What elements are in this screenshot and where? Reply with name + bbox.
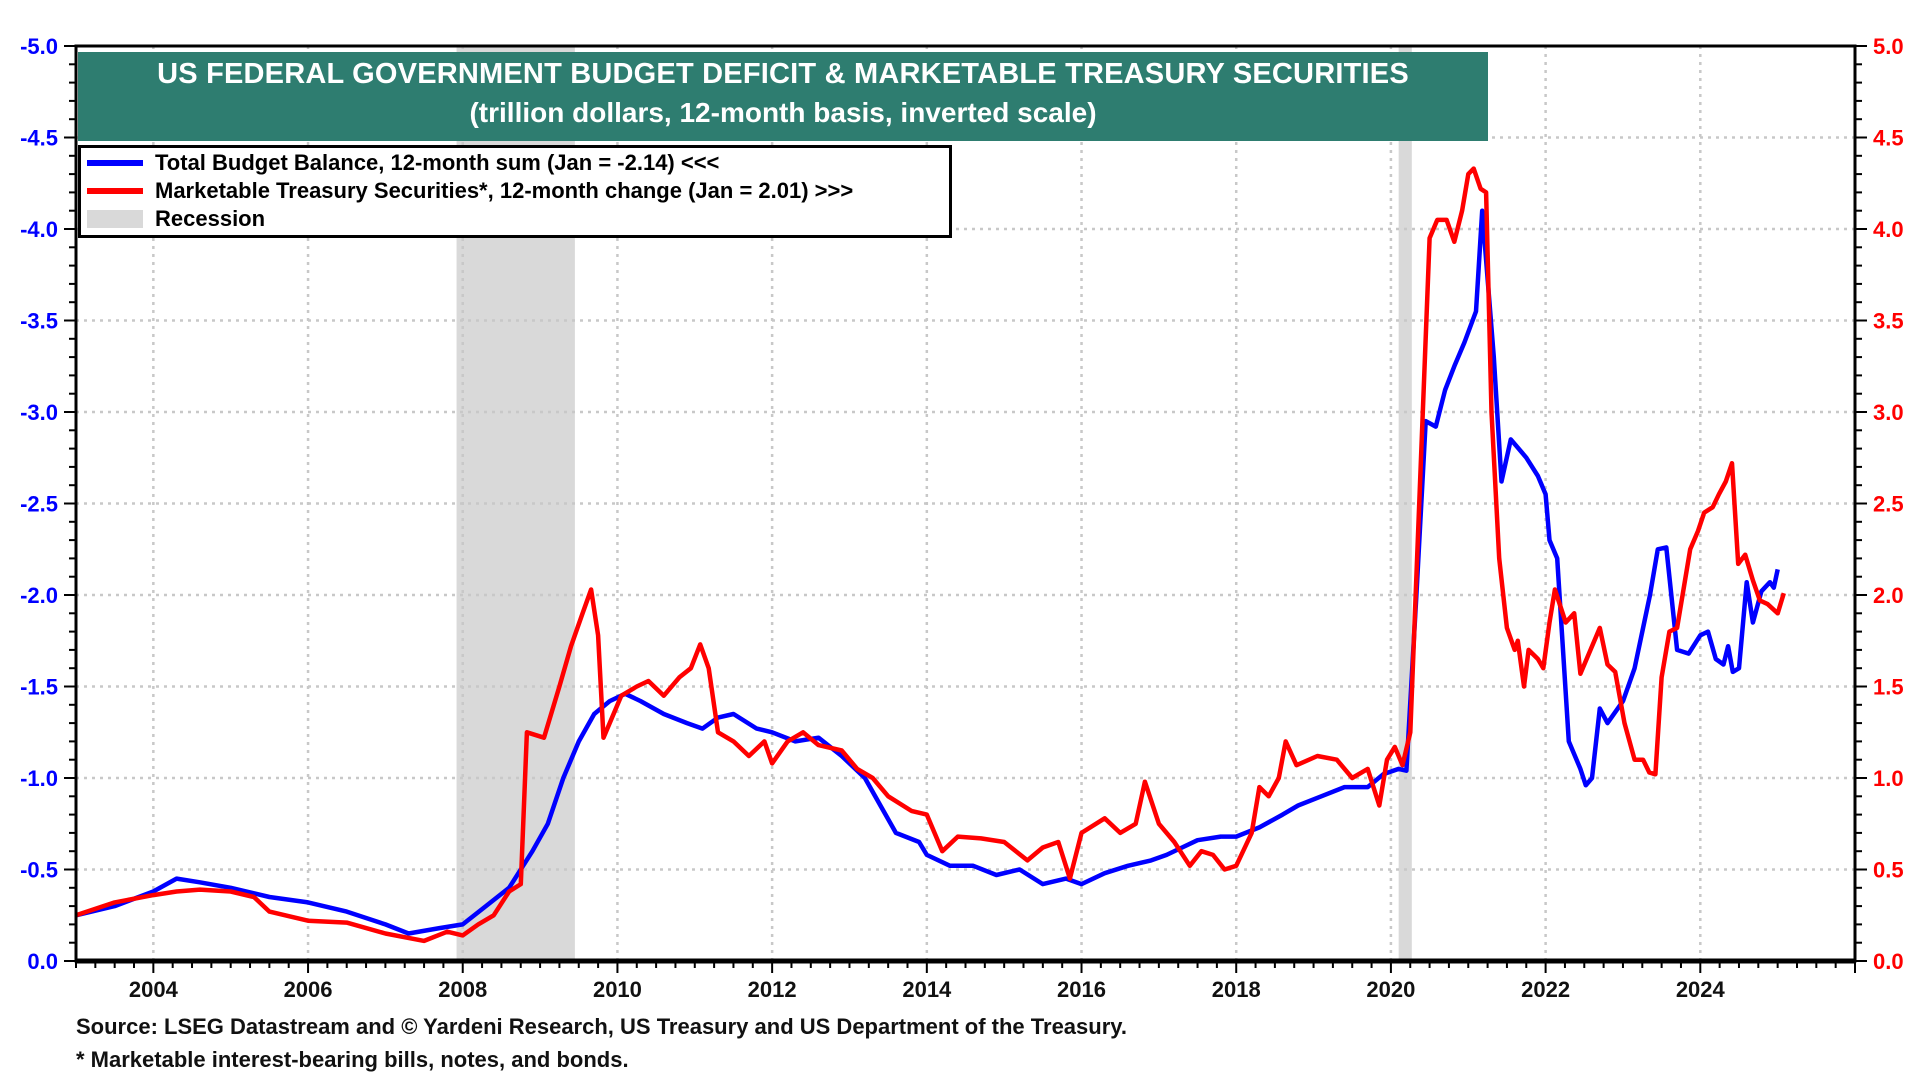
chart-subtitle: (trillion dollars, 12-month basis, inver… [469, 97, 1097, 128]
y-tick-label-right: 0.5 [1873, 858, 1904, 883]
y-tick-label-right: 0.0 [1873, 949, 1904, 974]
x-tick-label: 2010 [593, 977, 642, 1002]
x-tick-label: 2004 [129, 977, 179, 1002]
y-tick-label-right: 3.5 [1873, 309, 1904, 334]
y-tick-label-right: 3.0 [1873, 400, 1904, 425]
chart-title: US FEDERAL GOVERNMENT BUDGET DEFICIT & M… [157, 58, 1409, 90]
legend-swatch-recession [87, 210, 143, 228]
legend-item-treasury-securities: Marketable Treasury Securities*, 12-mont… [87, 178, 853, 204]
y-tick-label-left: -0.5 [20, 858, 58, 883]
x-tick-label: 2016 [1057, 977, 1106, 1002]
footnote: * Marketable interest-bearing bills, not… [76, 1047, 629, 1072]
x-tick-label: 2014 [902, 977, 952, 1002]
y-tick-label-left: -4.5 [20, 126, 58, 151]
series-line-budget-balance [75, 208, 1780, 936]
y-tick-label-right: 4.0 [1873, 217, 1904, 242]
legend: Total Budget Balance, 12-month sum (Jan … [78, 145, 952, 238]
chart-title-box: US FEDERAL GOVERNMENT BUDGET DEFICIT & M… [78, 52, 1488, 141]
legend-label: Total Budget Balance, 12-month sum (Jan … [155, 150, 720, 175]
legend-item-budget-balance: Total Budget Balance, 12-month sum (Jan … [87, 150, 719, 176]
y-tick-label-left: -1.0 [20, 766, 58, 791]
y-tick-label-right: 4.5 [1873, 126, 1904, 151]
x-tick-label: 2006 [284, 977, 333, 1002]
y-tick-label-right: 1.0 [1873, 766, 1904, 791]
y-tick-label-left: 0.0 [27, 949, 58, 974]
y-tick-label-left: -4.0 [20, 217, 58, 242]
legend-label: Recession [155, 206, 266, 231]
y-tick-label-left: -5.0 [20, 34, 58, 59]
y-tick-label-left: -2.0 [20, 583, 58, 608]
y-tick-label-left: -2.5 [20, 492, 58, 517]
y-tick-label-left: -3.5 [20, 309, 58, 334]
x-tick-label: 2020 [1366, 977, 1415, 1002]
y-tick-label-left: -1.5 [20, 675, 58, 700]
y-tick-label-right: 2.0 [1873, 583, 1904, 608]
source-note: Source: LSEG Datastream and © Yardeni Re… [76, 1014, 1127, 1039]
legend-swatch-blue [87, 160, 143, 166]
x-tick-label: 2008 [438, 977, 487, 1002]
series-line-treasury-securities [75, 166, 1786, 944]
x-tick-label: 2018 [1212, 977, 1261, 1002]
y-tick-label-left: -3.0 [20, 400, 58, 425]
legend-swatch-red [87, 188, 143, 194]
x-tick-label: 2012 [748, 977, 797, 1002]
y-tick-label-right: 1.5 [1873, 675, 1904, 700]
legend-item-recession: Recession [87, 206, 265, 232]
x-tick-label: 2024 [1676, 977, 1726, 1002]
y-tick-label-right: 2.5 [1873, 492, 1904, 517]
x-tick-label: 2022 [1521, 977, 1570, 1002]
y-tick-label-right: 5.0 [1873, 34, 1904, 59]
legend-label: Marketable Treasury Securities*, 12-mont… [155, 178, 854, 203]
